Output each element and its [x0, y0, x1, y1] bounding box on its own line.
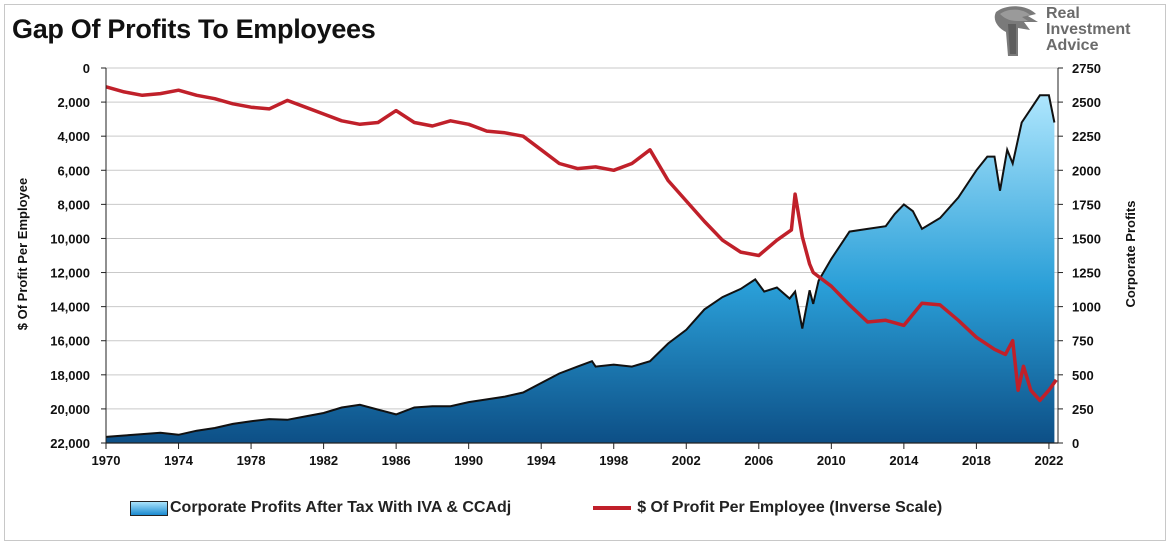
x-tick-label: 1974 [164, 453, 194, 468]
logo-text: Real Investment Advice [1046, 6, 1130, 54]
x-tick-label: 1978 [237, 453, 266, 468]
logo-line: Investment [1046, 21, 1131, 38]
x-tick-label: 2018 [962, 453, 991, 468]
legend-label-profits: Corporate Profits After Tax With IVA & C… [170, 499, 512, 516]
left-tick-label: 0 [83, 61, 90, 76]
left-tick-label: 10,000 [50, 231, 90, 246]
right-tick-label: 1000 [1072, 300, 1101, 315]
x-tick-label: 1998 [599, 453, 628, 468]
right-tick-label: 2250 [1072, 129, 1101, 144]
right-tick-label: 2500 [1072, 95, 1101, 110]
left-tick-label: 4,000 [57, 129, 90, 144]
x-tick-label: 2002 [672, 453, 701, 468]
right-tick-label: 750 [1072, 334, 1094, 349]
right-tick-label: 0 [1072, 436, 1079, 451]
logo-line: Real [1046, 5, 1080, 22]
line-layer [105, 85, 1058, 403]
x-tick-label: 2022 [1034, 453, 1063, 468]
profits-area-outline [105, 94, 1056, 438]
left-tick-label: 2,000 [57, 95, 90, 110]
legend-label-per-employee: $ Of Profit Per Employee (Inverse Scale) [637, 499, 943, 516]
left-tick-label: 20,000 [50, 402, 90, 417]
right-tick-label: 2750 [1072, 61, 1101, 76]
left-axis-label: $ Of Profit Per Employee [15, 178, 30, 330]
left-tick-label: 8,000 [57, 197, 90, 212]
x-tick-label: 2006 [744, 453, 773, 468]
area-layer [105, 94, 1056, 444]
x-tick-label: 1994 [527, 453, 557, 468]
right-tick-label: 500 [1072, 368, 1094, 383]
profits-area [106, 95, 1055, 444]
x-tick-label: 2014 [889, 453, 919, 468]
x-tick-label: 1970 [92, 453, 121, 468]
right-tick-label: 1500 [1072, 231, 1101, 246]
right-axis-label: Corporate Profits [1123, 201, 1138, 308]
left-tick-label: 16,000 [50, 334, 90, 349]
eagle-head-icon [994, 6, 1038, 57]
chart-title: Gap Of Profits To Employees [12, 14, 376, 44]
left-tick-label: 6,000 [57, 163, 90, 178]
logo-line: Advice [1046, 37, 1099, 54]
right-tick-label: 2000 [1072, 163, 1101, 178]
right-tick-label: 1750 [1072, 197, 1101, 212]
right-tick-label: 1250 [1072, 266, 1101, 281]
legend-swatch-line [593, 506, 632, 510]
left-tick-label: 14,000 [50, 300, 90, 315]
legend: Corporate Profits After Tax With IVA & C… [130, 496, 942, 520]
profit-per-employee-line [105, 85, 1058, 403]
logo: Real Investment Advice [986, 2, 1166, 64]
left-tick-label: 12,000 [50, 266, 90, 281]
x-tick-label: 1982 [309, 453, 338, 468]
left-tick-label: 22,000 [50, 436, 90, 451]
left-tick-label: 18,000 [50, 368, 90, 383]
x-tick-label: 1990 [454, 453, 483, 468]
x-tick-label: 1986 [382, 453, 411, 468]
right-tick-label: 250 [1072, 402, 1094, 417]
legend-swatch-area [130, 500, 168, 516]
axis-layer: 0 2,000 4,000 6,000 8,000 10,000 12,000 14,000 1… [50, 61, 1101, 468]
x-tick-label: 2010 [817, 453, 846, 468]
